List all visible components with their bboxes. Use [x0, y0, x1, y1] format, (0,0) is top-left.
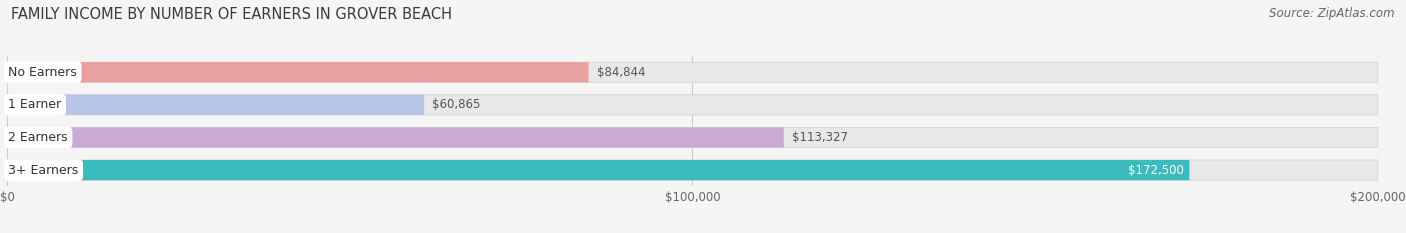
Text: $113,327: $113,327	[792, 131, 848, 144]
Text: FAMILY INCOME BY NUMBER OF EARNERS IN GROVER BEACH: FAMILY INCOME BY NUMBER OF EARNERS IN GR…	[11, 7, 453, 22]
Text: 3+ Earners: 3+ Earners	[8, 164, 79, 177]
Text: No Earners: No Earners	[8, 66, 77, 79]
FancyBboxPatch shape	[7, 127, 1378, 147]
Text: 2 Earners: 2 Earners	[8, 131, 67, 144]
FancyBboxPatch shape	[7, 160, 1189, 180]
FancyBboxPatch shape	[7, 95, 1378, 115]
FancyBboxPatch shape	[7, 160, 1378, 180]
Text: $84,844: $84,844	[596, 66, 645, 79]
FancyBboxPatch shape	[7, 127, 783, 147]
Text: 1 Earner: 1 Earner	[8, 98, 62, 111]
FancyBboxPatch shape	[7, 95, 425, 115]
Text: $172,500: $172,500	[1128, 164, 1184, 177]
FancyBboxPatch shape	[7, 62, 589, 82]
Text: Source: ZipAtlas.com: Source: ZipAtlas.com	[1270, 7, 1395, 20]
Text: $60,865: $60,865	[433, 98, 481, 111]
FancyBboxPatch shape	[7, 62, 1378, 82]
